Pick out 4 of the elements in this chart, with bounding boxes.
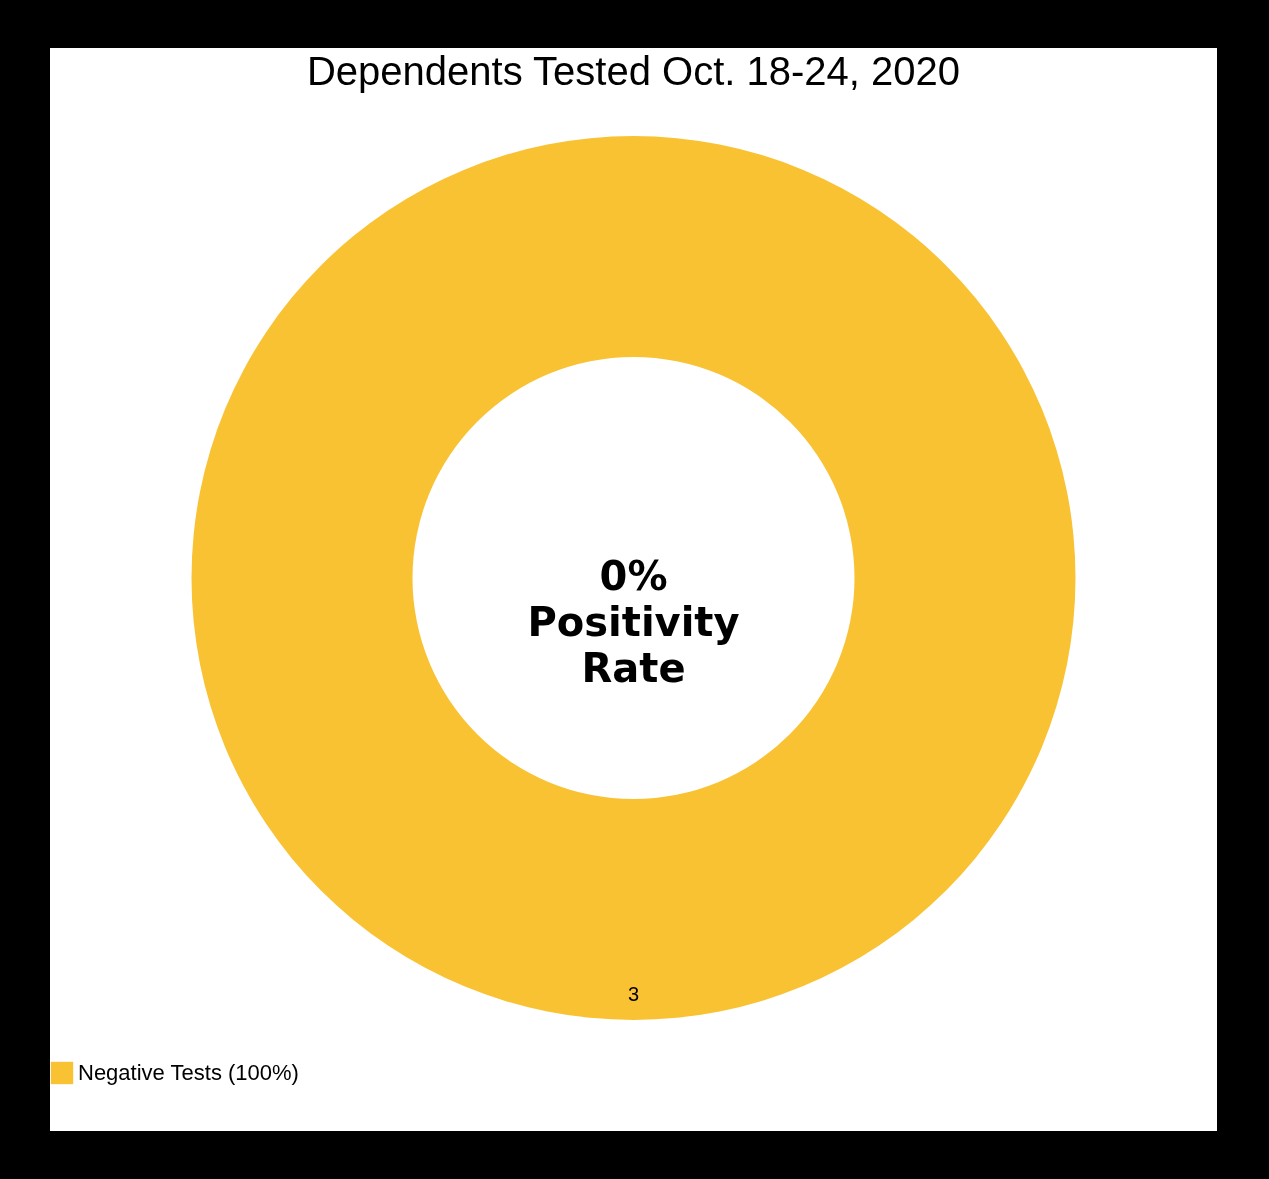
data-label: 3 (627, 983, 640, 1005)
legend-label: Negative Tests (100%) (78, 1060, 299, 1085)
chart-title: Dependents Tested Oct. 18-24, 2020 (306, 49, 961, 93)
text: 0% Positivity Rate (527, 553, 740, 691)
